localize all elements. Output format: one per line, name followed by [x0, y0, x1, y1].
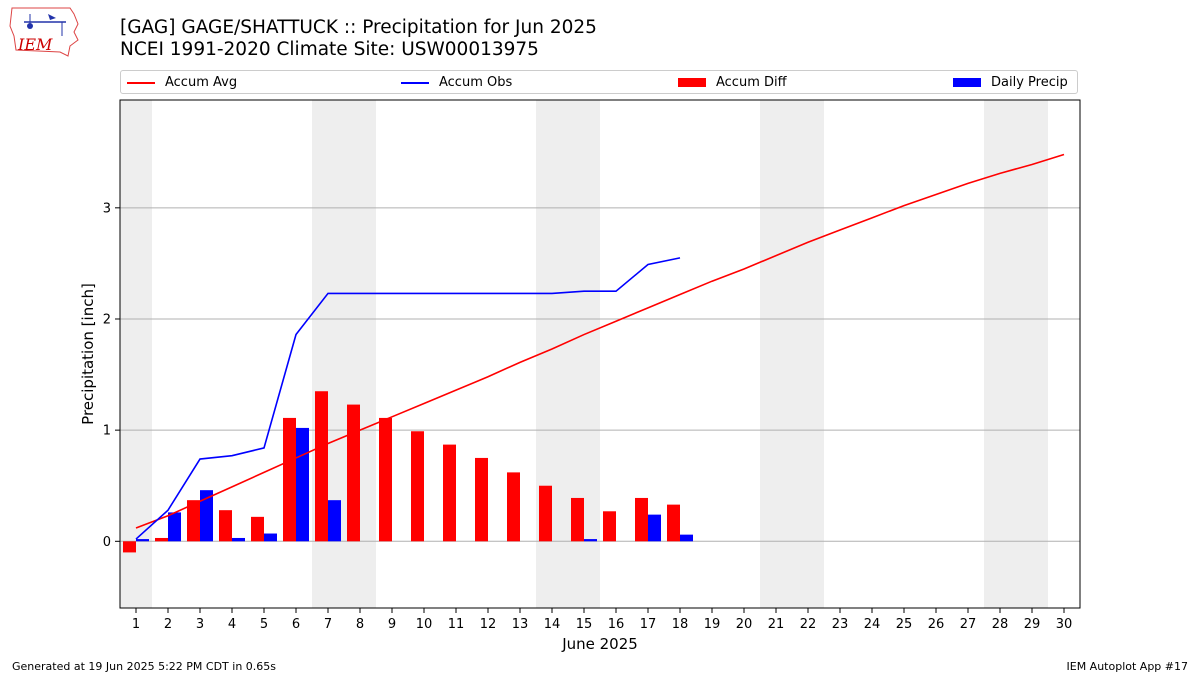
- x-tick-label: 18: [672, 617, 689, 632]
- footer-generated: Generated at 19 Jun 2025 5:22 PM CDT in …: [12, 660, 277, 673]
- x-tick-label: 26: [928, 617, 945, 632]
- accum-diff-bar: [379, 417, 392, 542]
- accum-diff-bar: [571, 497, 584, 542]
- x-tick-label: 19: [704, 617, 721, 632]
- iem-logo: IEM: [9, 7, 79, 57]
- accum-diff-bar: [219, 510, 232, 542]
- legend-label: Accum Diff: [716, 75, 787, 90]
- accum-diff-bar: [187, 500, 200, 542]
- daily-precip-bar: [232, 537, 245, 542]
- x-tick-label: 15: [576, 617, 593, 632]
- daily-precip-bar: [328, 500, 341, 542]
- x-tick-label: 17: [640, 617, 657, 632]
- legend-item-accum-avg: Accum Avg: [127, 75, 237, 90]
- x-tick-label: 2: [164, 617, 172, 632]
- iowa-outline-icon: [9, 7, 79, 57]
- weekend-band: [120, 100, 152, 608]
- weekend-band: [984, 100, 1048, 608]
- x-tick-label: 24: [864, 617, 881, 632]
- y-axis-label: Precipitation [inch]: [79, 283, 97, 425]
- x-tick-label: 5: [260, 617, 268, 632]
- accum-diff-bar: [539, 485, 552, 542]
- daily-precip-bar: [680, 534, 693, 542]
- accum-diff-bar: [347, 404, 360, 542]
- daily-precip-bar: [200, 490, 213, 542]
- x-tick-label: 11: [448, 617, 465, 632]
- y-tick-label: 2: [103, 312, 111, 327]
- x-tick-label: 6: [292, 617, 300, 632]
- x-tick-label: 21: [768, 617, 785, 632]
- x-tick-label: 29: [1024, 617, 1041, 632]
- y-tick-label: 3: [103, 201, 111, 216]
- x-tick-label: 1: [132, 617, 140, 632]
- accum-diff-bar: [411, 431, 424, 542]
- footer-app: IEM Autoplot App #17: [1066, 660, 1189, 673]
- y-tick-label: 1: [103, 424, 111, 439]
- x-tick-label: 4: [228, 617, 236, 632]
- x-tick-label: 22: [800, 617, 817, 632]
- accum-diff-bar: [155, 537, 168, 542]
- legend-label: Accum Avg: [165, 75, 238, 90]
- daily-precip-bar: [168, 512, 181, 542]
- legend-label: Accum Obs: [439, 75, 513, 90]
- x-tick-label: 28: [992, 617, 1009, 632]
- x-tick-label: 23: [832, 617, 849, 632]
- daily-precip-bar: [264, 533, 277, 542]
- legend-item-accum-diff: Accum Diff: [678, 75, 787, 90]
- logo-text: IEM: [17, 35, 53, 54]
- accum-diff-bar: [443, 444, 456, 542]
- x-tick-label: 27: [960, 617, 977, 632]
- daily-precip-bar: [136, 539, 149, 542]
- y-tick-label: 0: [103, 535, 111, 550]
- accum-diff-bar: [507, 472, 520, 542]
- plot-frame: [119, 99, 1081, 609]
- x-tick-label: 7: [324, 617, 332, 632]
- legend-item-accum-obs: Accum Obs: [401, 75, 512, 90]
- accum-diff-bar: [667, 504, 680, 542]
- x-axis-label: June 2025: [561, 635, 638, 653]
- legend-swatch: [678, 78, 706, 87]
- legend-swatch: [401, 81, 429, 84]
- accum-diff-bar: [123, 541, 136, 553]
- accum-avg-line: [135, 153, 1065, 529]
- daily-precip-bar: [584, 539, 597, 542]
- x-tick-label: 16: [608, 617, 625, 632]
- legend-label: Daily Precip: [991, 75, 1068, 90]
- accum-diff-bar: [251, 516, 264, 542]
- x-tick-label: 10: [416, 617, 433, 632]
- x-tick-label: 30: [1056, 617, 1073, 632]
- x-tick-label: 25: [896, 617, 913, 632]
- daily-precip-bar: [296, 427, 309, 542]
- accum-diff-bar: [283, 417, 296, 542]
- chart-title: [GAG] GAGE/SHATTUCK :: Precipitation for…: [120, 17, 597, 38]
- x-tick-label: 12: [480, 617, 497, 632]
- daily-precip-bar: [648, 514, 661, 542]
- legend: Accum Avg Accum Obs Accum Diff Daily Pre…: [120, 70, 1078, 94]
- x-tick-label: 9: [388, 617, 396, 632]
- legend-swatch: [127, 81, 155, 84]
- accum-diff-bar: [635, 497, 648, 542]
- x-tick-label: 14: [544, 617, 561, 632]
- x-tick-label: 13: [512, 617, 529, 632]
- x-tick-label: 3: [196, 617, 204, 632]
- accum-diff-bar: [315, 391, 328, 542]
- legend-item-daily-precip: Daily Precip: [953, 75, 1068, 90]
- accum-obs-line: [135, 257, 681, 540]
- weekend-band: [760, 100, 824, 608]
- x-tick-label: 8: [356, 617, 364, 632]
- chart-subtitle: NCEI 1991-2020 Climate Site: USW00013975: [120, 39, 539, 60]
- accum-diff-bar: [475, 457, 488, 542]
- x-tick-label: 20: [736, 617, 753, 632]
- accum-diff-bar: [603, 511, 616, 542]
- legend-swatch: [953, 78, 981, 87]
